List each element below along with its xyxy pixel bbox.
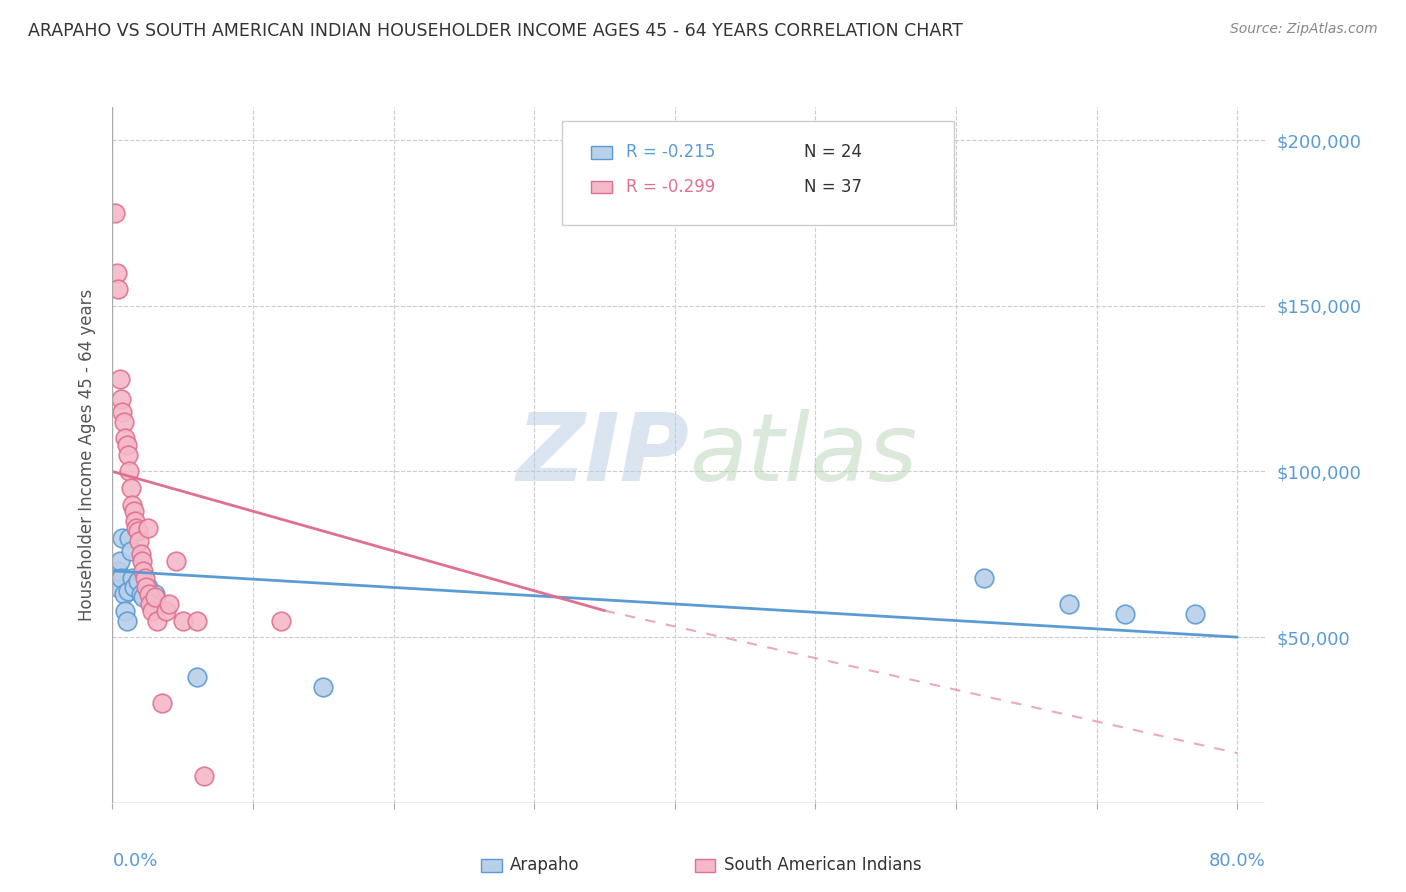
Point bbox=[141, 604, 163, 618]
Point bbox=[135, 581, 157, 595]
Point bbox=[121, 570, 143, 584]
Point bbox=[131, 554, 153, 568]
Point bbox=[118, 465, 141, 479]
Point bbox=[136, 521, 159, 535]
Text: 80.0%: 80.0% bbox=[1209, 852, 1265, 870]
Point bbox=[186, 614, 208, 628]
FancyBboxPatch shape bbox=[591, 181, 612, 194]
Text: N = 24: N = 24 bbox=[804, 144, 862, 161]
Point bbox=[107, 282, 129, 296]
Point bbox=[117, 448, 139, 462]
Point bbox=[155, 604, 177, 618]
Point bbox=[105, 581, 128, 595]
Point bbox=[122, 581, 145, 595]
Point bbox=[108, 372, 131, 386]
Point bbox=[124, 514, 146, 528]
Point bbox=[146, 614, 169, 628]
Point bbox=[112, 587, 135, 601]
Point bbox=[139, 597, 162, 611]
Point bbox=[108, 554, 131, 568]
Point bbox=[115, 614, 138, 628]
Point bbox=[120, 481, 142, 495]
Point bbox=[114, 431, 136, 445]
Text: atlas: atlas bbox=[689, 409, 917, 500]
Point bbox=[111, 531, 134, 545]
Point bbox=[118, 531, 141, 545]
Point bbox=[122, 504, 145, 518]
Point bbox=[127, 524, 149, 538]
Point bbox=[143, 591, 166, 605]
Point bbox=[128, 534, 150, 549]
Text: N = 37: N = 37 bbox=[804, 178, 862, 196]
FancyBboxPatch shape bbox=[562, 121, 955, 226]
Point bbox=[115, 438, 138, 452]
Point bbox=[129, 547, 152, 561]
Point bbox=[165, 554, 187, 568]
Point bbox=[312, 680, 335, 694]
Point bbox=[105, 266, 128, 280]
Point bbox=[270, 614, 292, 628]
Text: ZIP: ZIP bbox=[516, 409, 689, 501]
Point bbox=[193, 769, 215, 783]
Text: R = -0.215: R = -0.215 bbox=[626, 144, 714, 161]
Point bbox=[1184, 607, 1206, 621]
FancyBboxPatch shape bbox=[481, 859, 502, 871]
Point bbox=[114, 604, 136, 618]
Point bbox=[157, 597, 180, 611]
Point bbox=[132, 564, 155, 578]
FancyBboxPatch shape bbox=[591, 146, 612, 159]
Point bbox=[104, 206, 127, 220]
Point bbox=[112, 415, 135, 429]
Point bbox=[172, 614, 194, 628]
Text: R = -0.299: R = -0.299 bbox=[626, 178, 714, 196]
Point bbox=[117, 583, 139, 598]
Point bbox=[127, 574, 149, 588]
Point bbox=[110, 570, 132, 584]
Text: South American Indians: South American Indians bbox=[724, 856, 921, 874]
Point bbox=[186, 670, 208, 684]
Point bbox=[111, 405, 134, 419]
Point bbox=[150, 697, 173, 711]
FancyBboxPatch shape bbox=[695, 859, 716, 871]
Point bbox=[120, 544, 142, 558]
Point bbox=[110, 392, 132, 406]
Y-axis label: Householder Income Ages 45 - 64 years: Householder Income Ages 45 - 64 years bbox=[77, 289, 96, 621]
Point bbox=[143, 587, 166, 601]
Point bbox=[129, 587, 152, 601]
Point bbox=[132, 591, 155, 605]
Text: ARAPAHO VS SOUTH AMERICAN INDIAN HOUSEHOLDER INCOME AGES 45 - 64 YEARS CORRELATI: ARAPAHO VS SOUTH AMERICAN INDIAN HOUSEHO… bbox=[28, 22, 963, 40]
Text: Arapaho: Arapaho bbox=[510, 856, 579, 874]
Point bbox=[1114, 607, 1136, 621]
Text: 0.0%: 0.0% bbox=[112, 852, 157, 870]
Point bbox=[138, 587, 160, 601]
Point bbox=[134, 570, 156, 584]
Point bbox=[125, 521, 148, 535]
Point bbox=[136, 581, 159, 595]
Point bbox=[121, 498, 143, 512]
Point bbox=[973, 570, 995, 584]
Point bbox=[107, 564, 129, 578]
Point bbox=[1057, 597, 1080, 611]
Text: Source: ZipAtlas.com: Source: ZipAtlas.com bbox=[1230, 22, 1378, 37]
